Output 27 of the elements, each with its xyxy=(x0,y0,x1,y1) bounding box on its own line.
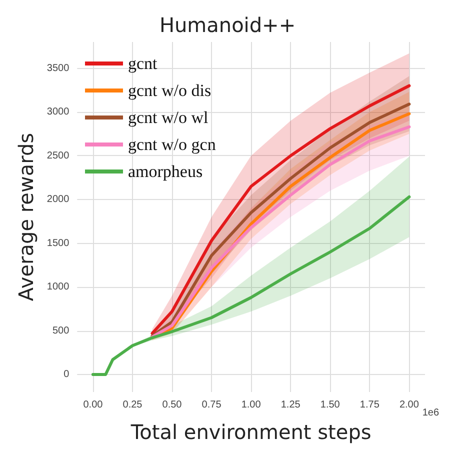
y-tick-label: 1500 xyxy=(46,238,70,249)
y-tick-label: 500 xyxy=(52,325,70,336)
legend-label: gcnt w/o dis xyxy=(128,81,212,100)
y-tick-label: 3000 xyxy=(46,106,70,118)
y-tick-label: 1000 xyxy=(46,282,70,292)
x-tick-label: 0.50 xyxy=(162,400,182,410)
legend-label: gcnt w/o wl xyxy=(128,108,209,127)
legend-label: amorpheus xyxy=(128,162,203,181)
legend-label: gcnt w/o gcn xyxy=(128,135,216,154)
x-tick-label: 1.50 xyxy=(320,400,340,410)
x-tick-label: 0.25 xyxy=(122,400,143,410)
x-tick-label: 1.00 xyxy=(241,400,262,410)
chart-title: Humanoid++ xyxy=(159,13,296,37)
x-tick-label: 1.25 xyxy=(280,400,301,410)
y-tick-label: 2500 xyxy=(46,150,70,162)
y-tick-label: 0 xyxy=(64,369,70,380)
y-tick-label: 2000 xyxy=(46,194,70,205)
y-tick-label: 3500 xyxy=(46,62,70,74)
legend-label: gcnt xyxy=(128,54,158,73)
x-tick-label: 2.00 xyxy=(399,400,420,410)
x-tick-label: 0.00 xyxy=(83,400,104,410)
line-series xyxy=(91,195,411,376)
x-tick-label: 1.75 xyxy=(360,400,380,410)
x-axis-title: Total environment steps xyxy=(130,420,372,444)
text: 1e6 xyxy=(422,408,440,418)
y-axis-title: Average rewards xyxy=(14,132,38,302)
x-tick-label: 0.75 xyxy=(202,400,222,410)
